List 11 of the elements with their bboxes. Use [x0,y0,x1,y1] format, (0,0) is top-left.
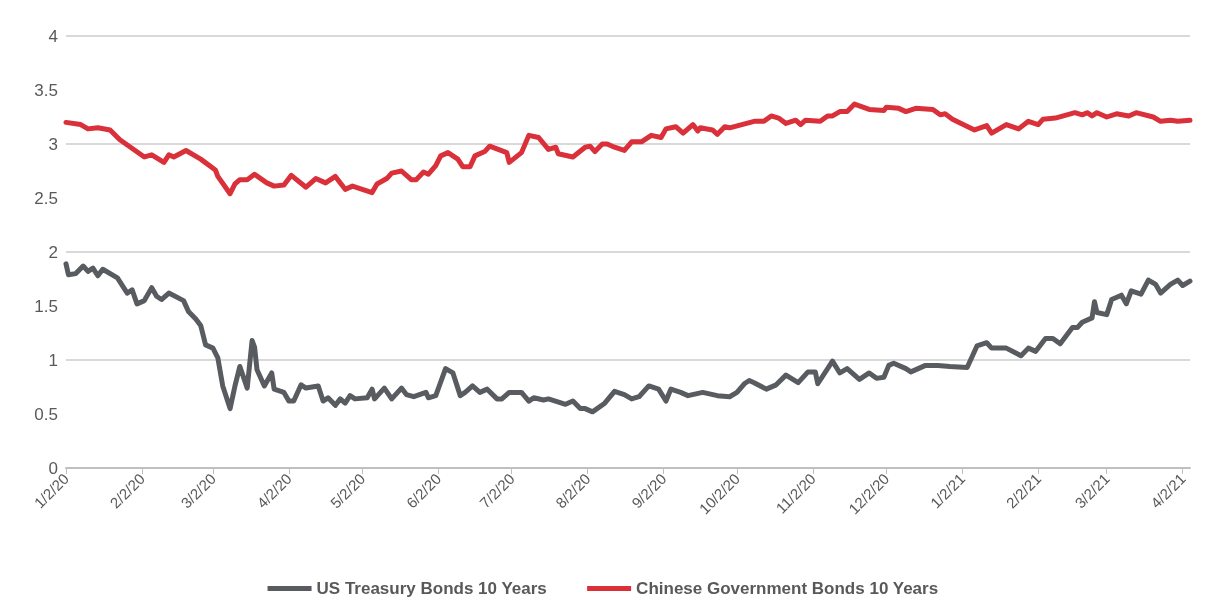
legend-label: US Treasury Bonds 10 Years [316,579,547,598]
y-tick-label: 1.5 [34,296,58,316]
y-tick-label: 3.5 [34,80,58,100]
y-tick-label: 4 [48,26,58,46]
y-tick-label: 2.5 [34,188,58,208]
y-tick-label: 0 [48,458,58,478]
y-tick-label: 3 [48,134,58,154]
y-tick-label: 2 [48,242,58,262]
y-tick-label: 0.5 [34,404,58,424]
legend-label: Chinese Government Bonds 10 Years [636,579,939,598]
y-tick-label: 1 [48,350,58,370]
